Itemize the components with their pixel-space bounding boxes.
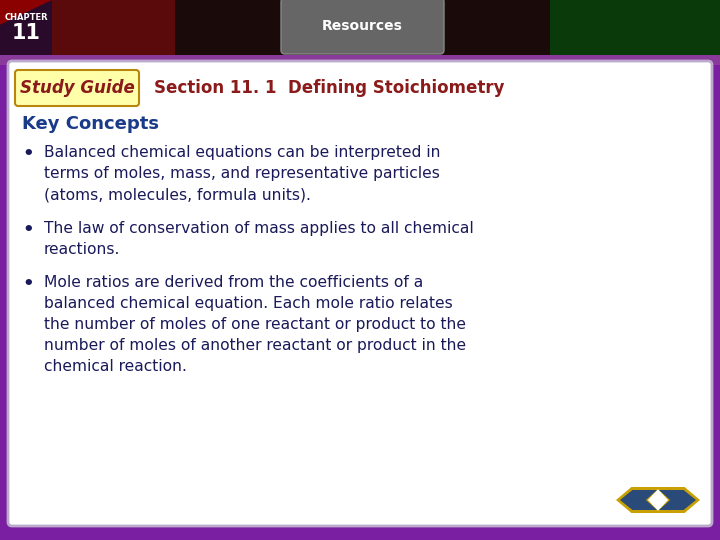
FancyBboxPatch shape: [0, 0, 52, 55]
Text: •: •: [22, 275, 34, 293]
Polygon shape: [0, 0, 52, 25]
Text: Mole ratios are derived from the coefficients of a
balanced chemical equation. E: Mole ratios are derived from the coeffic…: [44, 275, 466, 374]
Text: CHAPTER: CHAPTER: [4, 14, 48, 23]
Text: Key Concepts: Key Concepts: [22, 115, 159, 133]
Text: Resources: Resources: [322, 19, 403, 33]
Polygon shape: [659, 490, 696, 510]
FancyBboxPatch shape: [0, 0, 175, 55]
FancyBboxPatch shape: [281, 0, 444, 54]
Text: The law of conservation of mass applies to all chemical
reactions.: The law of conservation of mass applies …: [44, 221, 474, 256]
Text: •: •: [22, 221, 34, 239]
Polygon shape: [656, 487, 700, 513]
Text: 11: 11: [12, 23, 40, 43]
FancyBboxPatch shape: [550, 0, 720, 55]
Text: Study Guide: Study Guide: [19, 79, 135, 97]
Text: Balanced chemical equations can be interpreted in
terms of moles, mass, and repr: Balanced chemical equations can be inter…: [44, 145, 441, 202]
Text: •: •: [22, 145, 34, 163]
Polygon shape: [620, 490, 657, 510]
FancyBboxPatch shape: [15, 70, 139, 106]
Polygon shape: [616, 487, 660, 513]
FancyBboxPatch shape: [0, 55, 720, 65]
FancyBboxPatch shape: [8, 61, 712, 526]
Text: Section 11. 1  Defining Stoichiometry: Section 11. 1 Defining Stoichiometry: [154, 79, 505, 97]
FancyBboxPatch shape: [0, 0, 720, 55]
